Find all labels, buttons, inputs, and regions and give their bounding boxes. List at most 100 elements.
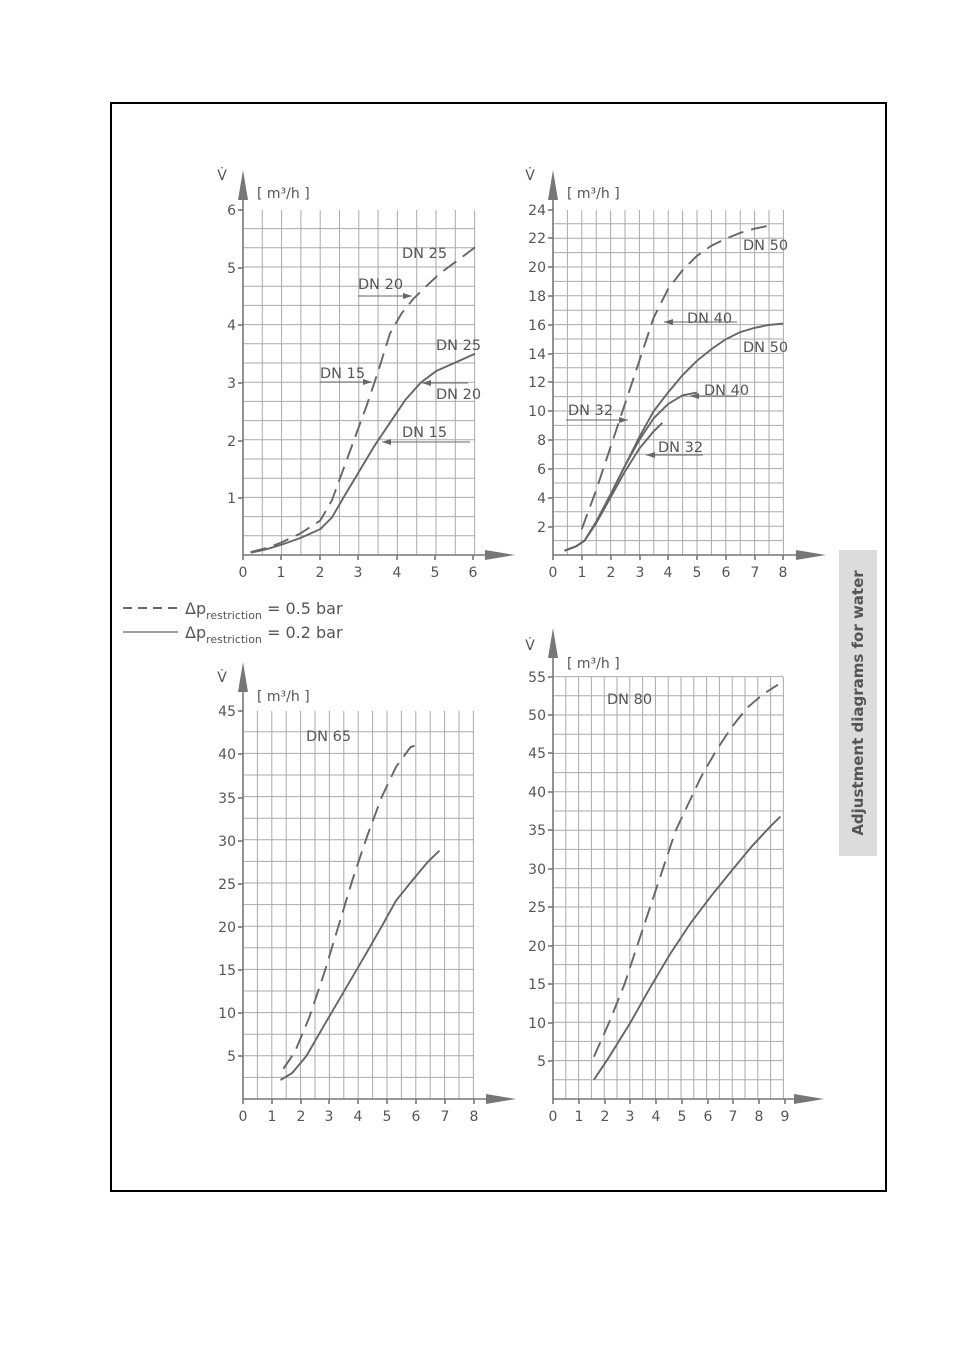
figure-frame [110, 102, 887, 1192]
x-tick-label: 7 [751, 565, 760, 581]
y-tick-label: 40 [528, 785, 546, 801]
x-tick-label: 5 [431, 565, 440, 581]
curve-annotation: DN 40 [704, 383, 749, 399]
series-solid-curve [593, 815, 782, 1081]
legend-item-solid: Δprestriction = 0.2 bar [185, 623, 343, 646]
x-tick-label: 3 [325, 1109, 334, 1125]
x-tick-label: 8 [755, 1109, 764, 1125]
x-tick-label: 2 [607, 565, 616, 581]
y-tick-label: 45 [528, 746, 546, 762]
y-tick-label: 35 [218, 791, 236, 807]
y-tick-label: 5 [227, 1049, 236, 1065]
annotation-arrowhead [690, 393, 699, 399]
x-tick-label: 0 [239, 1109, 248, 1125]
y-tick-label: 55 [528, 670, 546, 686]
y-axis-label: V̇ [217, 669, 227, 686]
y-tick-label: 2 [537, 520, 546, 536]
annotation-arrowhead [619, 417, 628, 423]
x-tick-label: 6 [469, 565, 478, 581]
side-tab [839, 550, 877, 856]
y-axis-arrow [238, 170, 248, 200]
y-tick-label: 10 [218, 1006, 236, 1022]
y-tick-label: 6 [227, 203, 236, 219]
x-tick-label: 5 [678, 1109, 687, 1125]
x-tick-label: 5 [693, 565, 702, 581]
curve-annotation: DN 15 [320, 366, 365, 382]
series-solid-curve [280, 850, 441, 1081]
x-tick-label: 2 [316, 565, 325, 581]
y-tick-label: 4 [537, 491, 546, 507]
grid [553, 210, 784, 555]
grid [243, 210, 476, 555]
annotation-arrowhead [664, 319, 673, 325]
annotation-arrowhead [363, 379, 372, 385]
y-tick-label: 15 [218, 963, 236, 979]
y-tick-label: 16 [528, 318, 546, 334]
annotation-arrowhead [403, 293, 412, 299]
series-solid-curve [564, 322, 784, 552]
x-tick-label: 1 [277, 565, 286, 581]
curve-annotation: DN 40 [687, 311, 732, 327]
x-tick-label: 1 [575, 1109, 584, 1125]
y-tick-label: 30 [528, 862, 546, 878]
curve-annotation: DN 20 [358, 277, 403, 293]
y-tick-label: 25 [218, 877, 236, 893]
y-tick-label: 6 [537, 462, 546, 478]
legend-solid-value: = 0.2 bar [262, 623, 343, 642]
x-tick-label: 5 [383, 1109, 392, 1125]
unit-label: [ m³/h ] [567, 656, 620, 672]
y-tick-label: 15 [528, 977, 546, 993]
chart-title: DN 80 [607, 692, 652, 708]
curve-annotation: DN 15 [402, 425, 447, 441]
x-tick-label: 1 [268, 1109, 277, 1125]
x-tick-label: 2 [297, 1109, 306, 1125]
y-axis-label: V̇ [217, 167, 227, 184]
grid [553, 676, 784, 1099]
legend-dashed-symbol: Δp [185, 599, 206, 618]
x-axis-arrow [794, 1094, 824, 1104]
legend-solid-subscript: restriction [206, 633, 262, 646]
unit-label: [ m³/h ] [567, 186, 620, 202]
curve-annotation: DN 20 [436, 387, 481, 403]
y-tick-label: 20 [528, 939, 546, 955]
legend-dashed-value: = 0.5 bar [262, 599, 343, 618]
y-tick-label: 30 [218, 834, 236, 850]
y-tick-label: 1 [227, 491, 236, 507]
unit-label: [ m³/h ] [257, 186, 310, 202]
series-dashed-curve [250, 246, 476, 554]
y-axis-label: V̇ [525, 167, 535, 184]
curve-annotation: DN 32 [658, 440, 703, 456]
x-tick-label: 3 [626, 1109, 635, 1125]
x-tick-label: 0 [549, 565, 558, 581]
x-tick-label: 3 [354, 565, 363, 581]
y-tick-label: 20 [218, 920, 236, 936]
legend: Δprestriction = 0.5 bar Δprestriction = … [123, 599, 343, 646]
x-tick-label: 7 [441, 1109, 450, 1125]
series-solid-curve [564, 422, 663, 552]
chart-dn15-25: 0 1 2 3 4 5 6 1 2 3 4 5 6 V̇ [ m³/h ] DN 25 DN 20 DN 15 DN… [217, 167, 515, 581]
annotation-arrowhead [646, 452, 655, 458]
y-tick-label: 18 [528, 289, 546, 305]
x-tick-label: 4 [664, 565, 673, 581]
y-tick-label: 3 [227, 376, 236, 392]
x-tick-label: 0 [549, 1109, 558, 1125]
curve-annotation: DN 25 [402, 246, 447, 262]
x-tick-label: 6 [704, 1109, 713, 1125]
x-tick-label: 4 [652, 1109, 661, 1125]
y-axis-arrow [548, 628, 558, 658]
y-tick-label: 5 [227, 261, 236, 277]
x-tick-label: 2 [601, 1109, 610, 1125]
x-tick-label: 8 [779, 565, 788, 581]
series-dashed-curve [593, 683, 779, 1058]
x-tick-label: 3 [636, 565, 645, 581]
x-tick-label: 6 [412, 1109, 421, 1125]
y-tick-label: 24 [528, 203, 546, 219]
y-tick-label: 20 [528, 260, 546, 276]
legend-dashed-subscript: restriction [206, 609, 262, 622]
series-dashed-curve [282, 742, 420, 1070]
y-tick-label: 12 [528, 375, 546, 391]
